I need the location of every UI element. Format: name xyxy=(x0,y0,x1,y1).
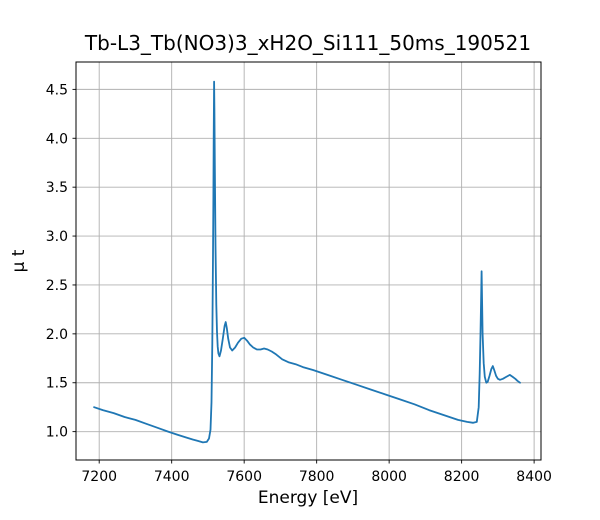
y-tick-label: 3.0 xyxy=(46,229,68,245)
x-tick-label: 7800 xyxy=(299,469,335,485)
y-tick-label: 1.5 xyxy=(46,376,68,392)
plot-area-border xyxy=(75,61,542,461)
y-tick-label: 3.5 xyxy=(46,180,68,196)
x-tick-labels: 7200 7400 7600 7800 8000 8200 8400 xyxy=(81,469,552,485)
y-tick-label: 4.5 xyxy=(46,82,68,98)
x-tick-label: 7400 xyxy=(154,469,190,485)
chart-title: Tb-L3_Tb(NO3)3_xH2O_Si111_50ms_190521 xyxy=(84,31,531,55)
x-tick-label: 8200 xyxy=(444,469,480,485)
y-tick-labels: 1.0 1.5 2.0 2.5 3.0 3.5 4.0 4.5 xyxy=(46,82,68,440)
x-tick-label: 8400 xyxy=(516,469,552,485)
x-tick-label: 7200 xyxy=(81,469,117,485)
y-tick-label: 1.0 xyxy=(46,425,68,441)
spectrum-data-line xyxy=(93,80,521,444)
x-axis-label: Energy [eV] xyxy=(258,488,358,508)
y-tick-label: 2.0 xyxy=(46,327,68,343)
y-tick-label: 4.0 xyxy=(46,131,68,147)
x-tick-label: 7600 xyxy=(226,469,262,485)
axis-tick-marks xyxy=(72,88,535,464)
y-axis-label: μ t xyxy=(9,249,29,272)
grid-lines xyxy=(76,62,541,460)
x-tick-label: 8000 xyxy=(371,469,407,485)
y-tick-label: 2.5 xyxy=(46,278,68,294)
